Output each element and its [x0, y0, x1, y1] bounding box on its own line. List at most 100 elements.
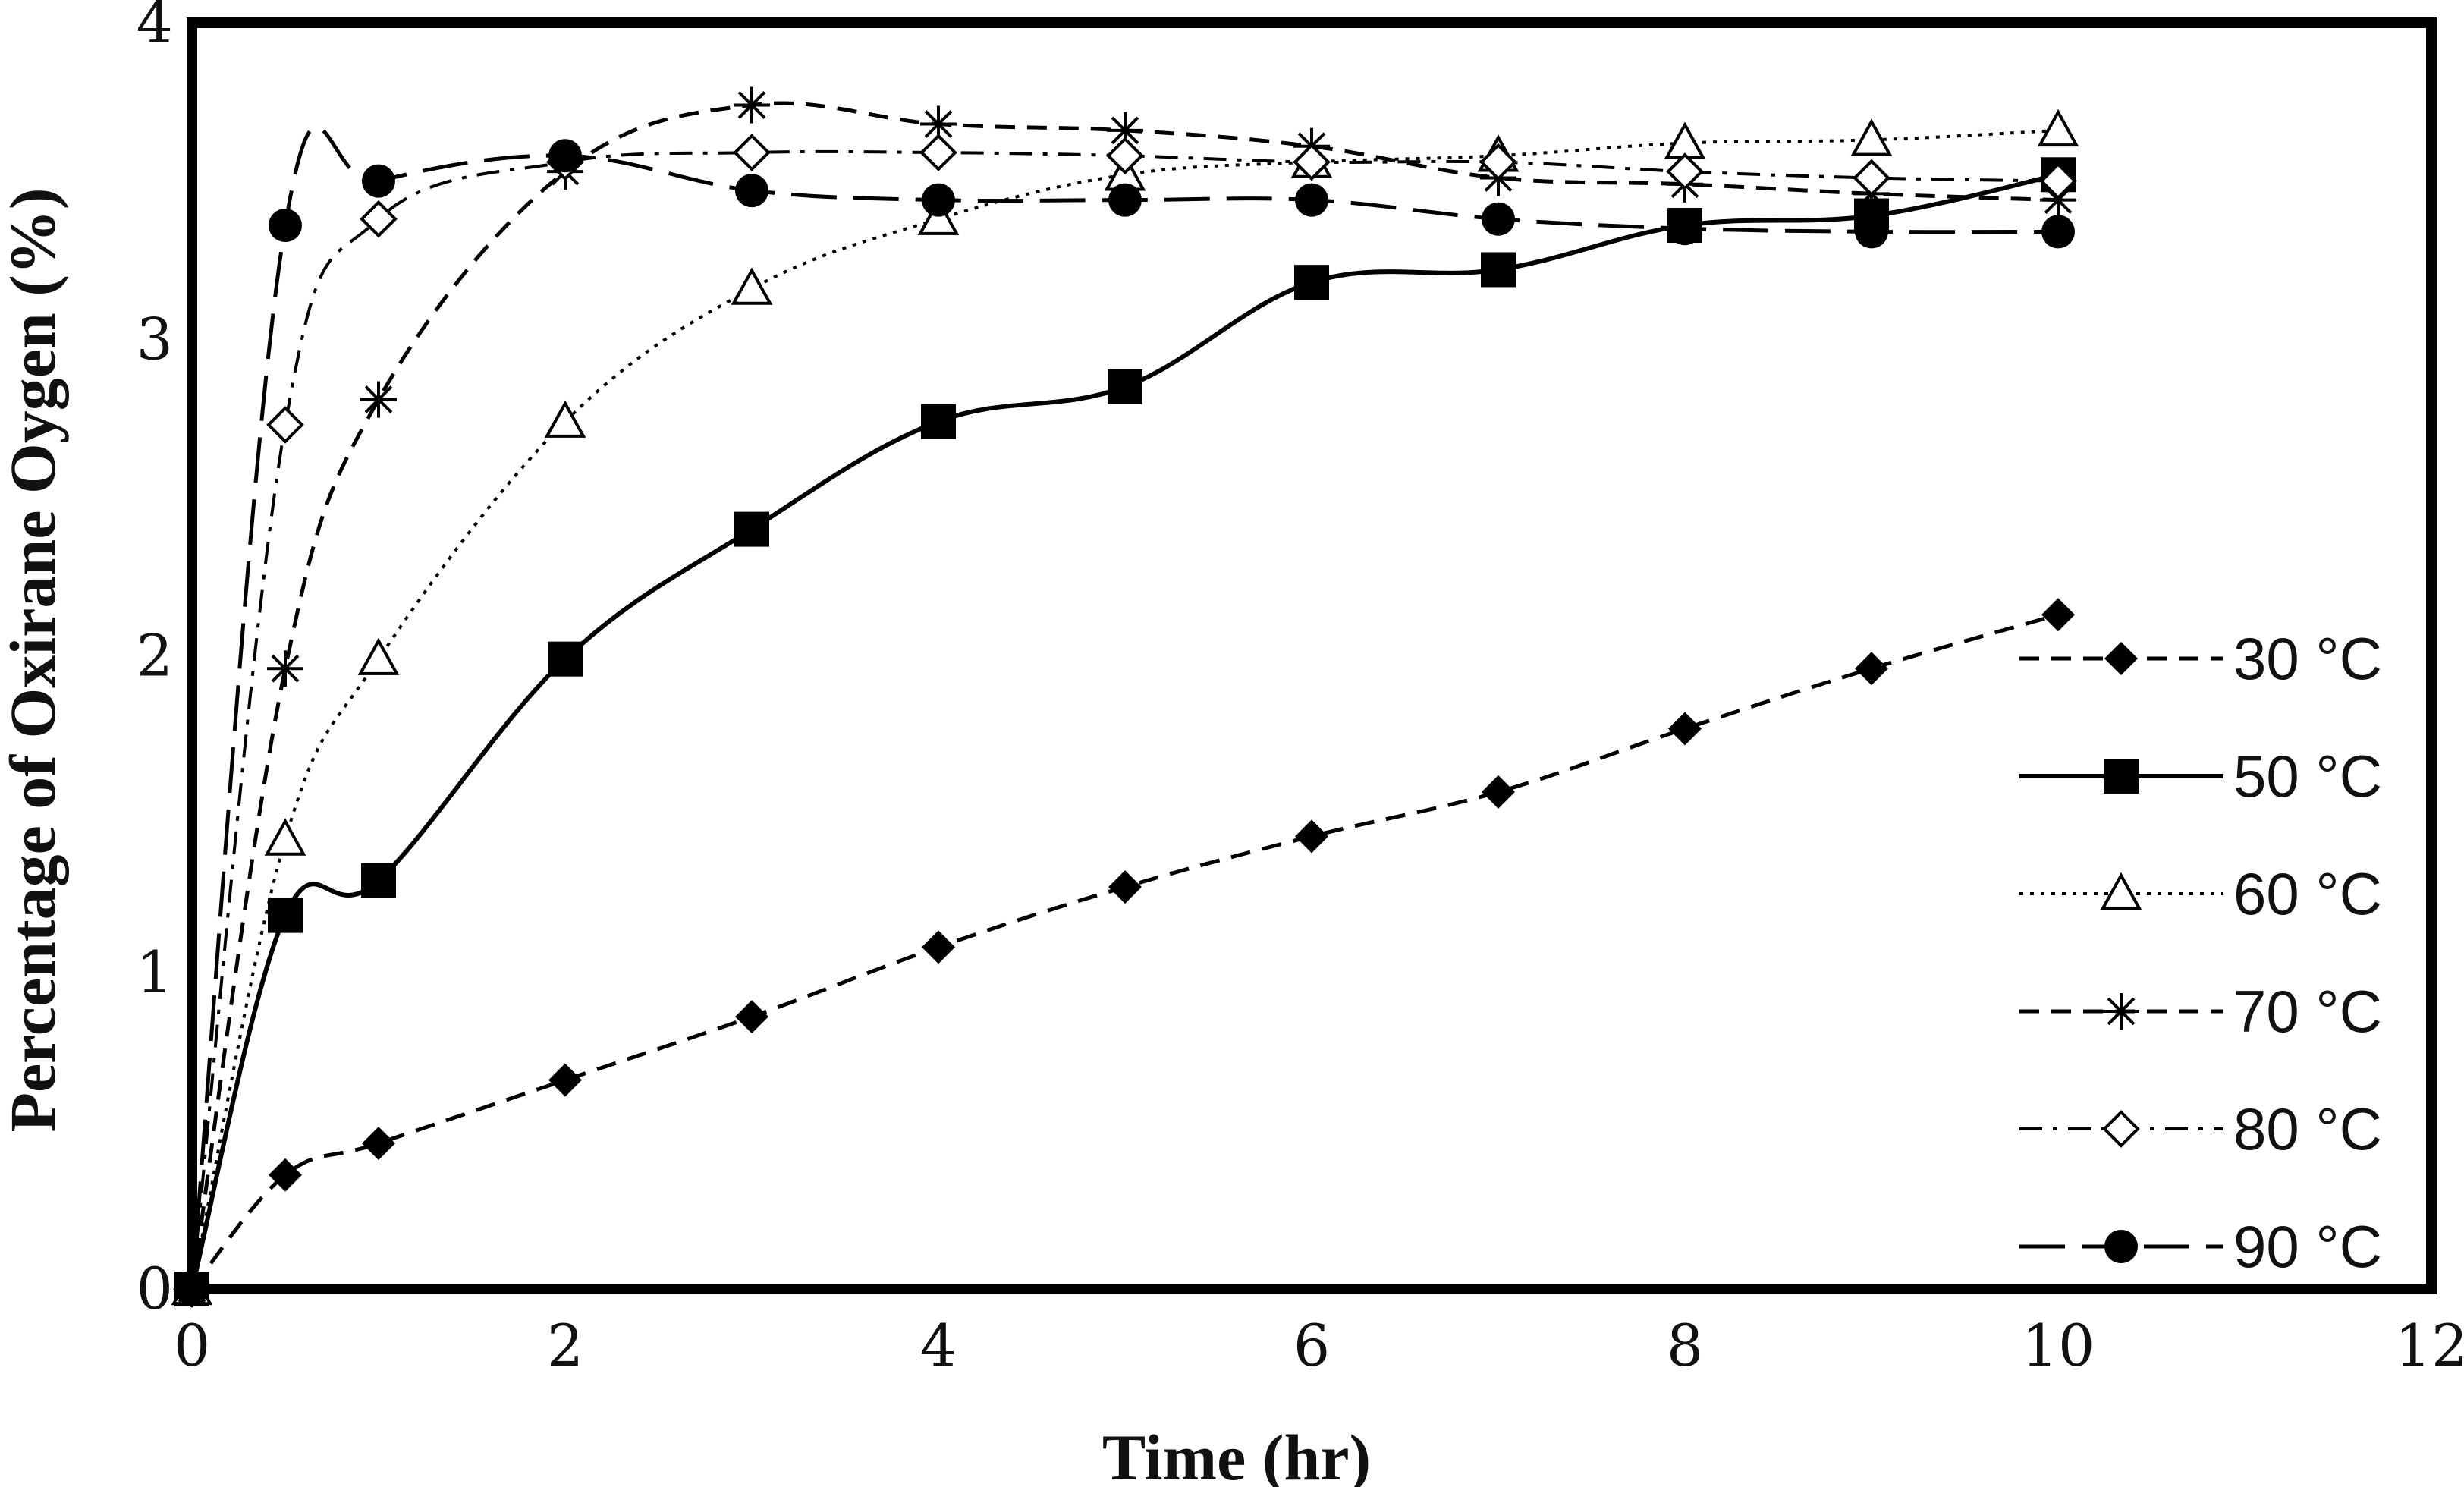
plot-frame: [187, 17, 2437, 1294]
series-line: [190, 101, 2059, 1290]
series-layer: [171, 86, 2079, 1308]
circle-marker: [2104, 1230, 2138, 1263]
y-tick-label: 1: [137, 938, 173, 1006]
open-diamond-marker: [1666, 152, 1704, 190]
asterisk-marker: [734, 86, 770, 124]
square-marker: [268, 898, 303, 933]
asterisk-marker: [360, 381, 397, 418]
square-marker: [1481, 252, 1516, 288]
diamond-marker: [362, 1127, 395, 1161]
diamond-marker: [2104, 642, 2138, 675]
asterisk-stroke: [271, 654, 300, 683]
series-line: [190, 612, 2059, 1291]
x-tick-label: 10: [2022, 1312, 2095, 1379]
y-tick-label: 2: [137, 622, 173, 690]
circle-marker: [2041, 215, 2075, 249]
diamond-marker: [1295, 819, 1328, 854]
diamond-marker: [922, 930, 955, 964]
legend-item: 30 °C: [2019, 625, 2382, 692]
y-axis-ticks: 0 1 2 3 4: [137, 0, 173, 1322]
square-marker: [2104, 759, 2139, 794]
triangle-marker: [544, 400, 586, 438]
open-diamond-marker: [360, 200, 398, 238]
x-tick-label: 12: [2395, 1312, 2464, 1379]
circle-marker: [1855, 215, 1888, 249]
square-marker: [734, 511, 769, 547]
diamond-marker: [1668, 712, 1702, 746]
series-80c: [173, 134, 2077, 1308]
diamond-marker: [735, 1000, 768, 1034]
asterisk-stroke: [364, 385, 393, 413]
legend-item: 90 °C: [2019, 1213, 2382, 1280]
open-diamond-marker: [1106, 137, 1144, 175]
square-marker: [1294, 265, 1329, 300]
triangle-marker: [917, 197, 960, 235]
series-line: [190, 128, 2059, 1290]
legend-item: 60 °C: [2019, 860, 2382, 927]
triangle-marker: [357, 637, 400, 675]
triangle-marker: [731, 267, 773, 305]
circle-marker: [1668, 212, 1702, 246]
y-tick-label: 4: [137, 0, 173, 56]
diamond-marker: [1855, 652, 1888, 686]
diamond-marker: [1108, 870, 1142, 904]
x-axis-ticks: 0 2 4 6 8 10 12: [174, 1312, 2464, 1379]
y-tick-label: 0: [137, 1255, 173, 1322]
asterisk-stroke: [2107, 997, 2136, 1026]
triangle-marker: [1664, 121, 1706, 159]
series-30c: [175, 598, 2075, 1306]
open-diamond-marker: [266, 406, 304, 444]
circle-marker: [1295, 183, 1328, 217]
square-marker: [921, 404, 956, 439]
x-tick-label: 6: [1293, 1312, 1330, 1379]
triangle-marker: [1850, 118, 1893, 156]
legend-item: 80 °C: [2019, 1096, 2382, 1162]
square-marker: [548, 641, 583, 677]
x-tick-label: 8: [1667, 1312, 1703, 1379]
open-diamond-marker: [1853, 159, 1890, 197]
series-line: [190, 149, 2059, 1290]
asterisk-marker: [267, 650, 303, 687]
series-50c: [174, 157, 2076, 1306]
legend-label: 60 °C: [2233, 860, 2382, 927]
asterisk-stroke: [2044, 186, 2073, 215]
triangle-marker: [264, 818, 306, 856]
legend-label: 90 °C: [2233, 1213, 2382, 1280]
x-axis-title: Time (hr): [1102, 1421, 1371, 1487]
open-diamond-marker: [1293, 143, 1331, 181]
legend-item: 50 °C: [2019, 743, 2382, 810]
diamond-marker: [548, 1063, 582, 1097]
diamond-marker: [269, 1158, 302, 1192]
series-70c: [174, 86, 2076, 1307]
legend: 30 °C 50 °C 60 °C 70 °C 80 °C 90 °C: [2019, 625, 2382, 1280]
x-tick-label: 4: [920, 1312, 957, 1379]
diamond-marker: [2041, 598, 2075, 632]
open-diamond-marker: [919, 134, 957, 171]
asterisk-stroke: [737, 91, 766, 119]
legend-label: 80 °C: [2233, 1096, 2382, 1162]
open-diamond-marker: [733, 134, 771, 171]
y-tick-label: 3: [137, 305, 173, 373]
triangle-marker: [2037, 108, 2079, 147]
open-diamond-marker: [1479, 143, 1517, 181]
diamond-marker: [1482, 775, 1515, 809]
series-90c: [175, 124, 2075, 1306]
circle-marker: [1482, 202, 1515, 236]
series-line: [190, 124, 2059, 1290]
triangle-marker: [2100, 872, 2142, 910]
circle-marker: [548, 139, 582, 173]
asterisk-stroke: [1111, 116, 1139, 145]
asterisk-stroke: [924, 110, 953, 138]
legend-label: 50 °C: [2233, 743, 2382, 810]
circle-marker: [175, 1272, 209, 1306]
series-line: [190, 172, 2059, 1290]
asterisk-marker: [2103, 993, 2139, 1030]
circle-marker: [269, 209, 302, 243]
circle-marker: [735, 174, 768, 208]
y-axis-title: Percentage of Oxirane Oygen (%): [0, 187, 69, 1132]
series-60c: [171, 108, 2079, 1306]
circle-marker: [922, 183, 955, 217]
circle-marker: [1108, 183, 1142, 217]
x-tick-label: 2: [547, 1312, 583, 1379]
